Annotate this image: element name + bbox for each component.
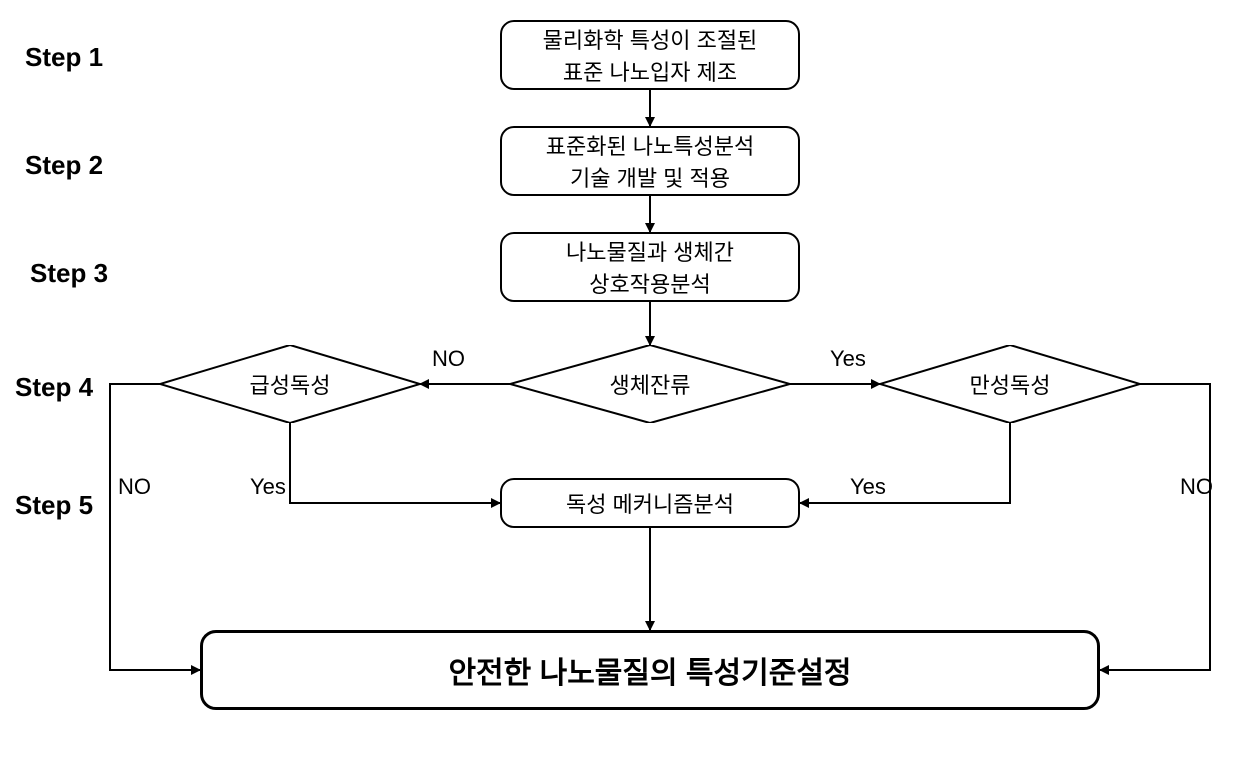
diamond-center: 생체잔류 — [510, 345, 790, 423]
edge-dr-final-no — [1100, 384, 1210, 670]
edge-label-no-left: NO — [432, 346, 465, 372]
box-step3-line2: 상호작용분석 — [589, 267, 710, 299]
step-label-4: Step 4 — [15, 372, 93, 403]
box-step1-line2: 표준 나노입자 제조 — [563, 55, 737, 87]
edge-dl-b5 — [290, 423, 500, 503]
diamond-right-text: 만성독성 — [970, 368, 1051, 400]
edge-dl-final-no — [110, 384, 200, 670]
edge-label-yes-r: Yes — [850, 474, 886, 500]
final-box: 안전한 나노물질의 특성기준설정 — [200, 630, 1100, 710]
step-label-1: Step 1 — [25, 42, 103, 73]
box-step1-line1: 물리화학 특성이 조절된 — [543, 23, 758, 55]
box-step1: 물리화학 특성이 조절된 표준 나노입자 제조 — [500, 20, 800, 90]
step-label-2: Step 2 — [25, 150, 103, 181]
final-box-text: 안전한 나노물질의 특성기준설정 — [448, 648, 851, 692]
step-label-3: Step 3 — [30, 258, 108, 289]
edge-label-no-far-l: NO — [118, 474, 151, 500]
box-step5: 독성 메커니즘분석 — [500, 478, 800, 528]
diamond-left-text: 급성독성 — [250, 368, 331, 400]
edge-label-yes-right: Yes — [830, 346, 866, 372]
box-step2: 표준화된 나노특성분석 기술 개발 및 적용 — [500, 126, 800, 196]
step-label-5: Step 5 — [15, 490, 93, 521]
edge-dr-b5 — [800, 423, 1010, 503]
box-step3: 나노물질과 생체간 상호작용분석 — [500, 232, 800, 302]
box-step2-line2: 기술 개발 및 적용 — [570, 161, 730, 193]
box-step2-line1: 표준화된 나노특성분석 — [546, 129, 755, 161]
box-step5-line1: 독성 메커니즘분석 — [566, 487, 734, 519]
edge-label-yes-l: Yes — [250, 474, 286, 500]
diamond-left: 급성독성 — [160, 345, 420, 423]
box-step3-line1: 나노물질과 생체간 — [566, 235, 734, 267]
edge-label-no-far-r: NO — [1180, 474, 1213, 500]
diamond-right: 만성독성 — [880, 345, 1140, 423]
diamond-center-text: 생체잔류 — [610, 368, 691, 400]
